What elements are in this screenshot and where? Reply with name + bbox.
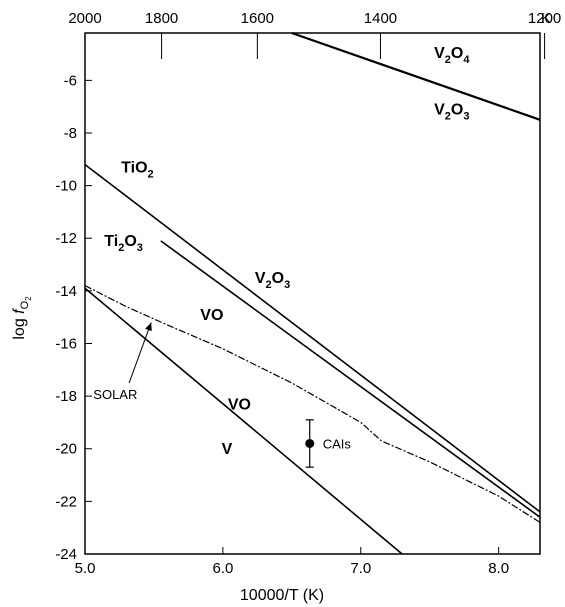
y-axis-title: log fO2 <box>11 296 33 340</box>
line-tio2_ti2o3 <box>84 163 541 513</box>
y-tick-label: -16 <box>55 335 77 352</box>
top-temperature-axis: 2000 1800 1600 1400 1200 <box>68 10 561 59</box>
label-ti2o3: Ti2O3 <box>104 233 143 254</box>
plot-border <box>84 32 541 555</box>
label-v2o4: V2O4 <box>434 45 470 66</box>
top-tick-label: 2000 <box>68 10 101 27</box>
cai-point-marker <box>305 438 315 448</box>
top-axis-unit-label: K <box>541 10 551 27</box>
y-tick-label: -18 <box>55 388 77 405</box>
cai-data-point: CAIs <box>305 419 352 468</box>
solar-arrow-shaft <box>128 322 152 384</box>
line-v2o3_vo <box>160 240 541 518</box>
label-solar: SOLAR <box>93 387 137 402</box>
y-tick-label: -22 <box>55 493 77 510</box>
label-tio2: TiO2 <box>121 159 154 180</box>
y-tick-label: -24 <box>55 546 77 563</box>
label-vo_low: VO <box>228 396 251 413</box>
x-tick-label: 8.0 <box>488 560 509 577</box>
top-tick-label: 1400 <box>364 10 397 27</box>
plot-frame <box>84 32 541 555</box>
line-solar <box>84 285 541 523</box>
y-tick-label: -10 <box>55 178 77 195</box>
top-tick-label: 1200 <box>528 10 561 27</box>
solar-arrow-head <box>145 322 152 332</box>
x-tick-label: 7.0 <box>350 560 371 577</box>
y-tick-label: -20 <box>55 441 77 458</box>
line-vo_v <box>84 287 403 555</box>
line-v2o4_v2o3 <box>291 31 541 121</box>
equilibrium-lines <box>84 31 541 555</box>
y-tick-label: -12 <box>55 230 77 247</box>
label-v2o3_mid: V2O3 <box>255 270 290 291</box>
y-tick-label: -6 <box>64 72 77 89</box>
x-tick-label: 6.0 <box>212 560 233 577</box>
y-tick-label: -14 <box>55 283 77 300</box>
label-vo_mid: VO <box>200 307 223 324</box>
cai-point-label: CAIs <box>323 436 352 451</box>
y-axis-ticks: -6 -8 -10 -12 -14 -16 -18 -20 -22 -24 <box>55 72 92 563</box>
x-axis-ticks: 5.0 6.0 7.0 8.0 <box>75 547 509 577</box>
top-tick-label: 1600 <box>241 10 274 27</box>
x-axis-title: 10000/T (K) <box>240 587 324 604</box>
y-tick-label: -8 <box>64 125 77 142</box>
label-v: V <box>222 441 233 458</box>
top-tick-label: 1800 <box>145 10 178 27</box>
label-v2o3_top: V2O3 <box>434 102 469 123</box>
x-tick-label: 5.0 <box>75 560 96 577</box>
phase-labels: V2O4 V2O3 TiO2 Ti2O3 V2O3 VO VO V SOLAR <box>93 45 470 458</box>
